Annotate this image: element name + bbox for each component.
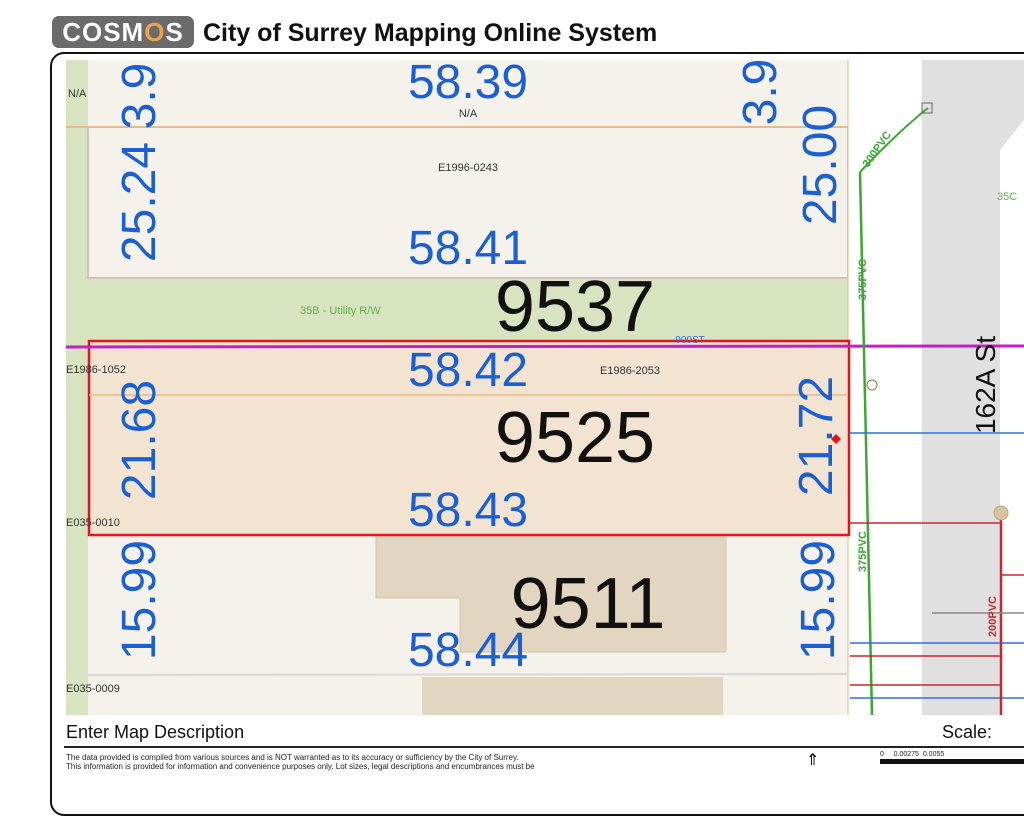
dim-58-43: 58.43 (408, 484, 528, 537)
dim-58-41: 58.41 (408, 222, 528, 275)
plan-e035-0009: E035-0009 (66, 683, 120, 695)
scale-tick: 0.0055 (922, 751, 945, 758)
label-na-left: N/A (68, 88, 87, 100)
dim-58-39: 58.39 (408, 60, 528, 109)
selected-parcel-9525[interactable] (87, 339, 851, 537)
disclaimer-line-1: The data provided is compiled from vario… (66, 753, 519, 762)
cosmos-logo: COSM O S (52, 16, 194, 48)
label-200pvc: 200PVC (987, 596, 999, 637)
hydrant-icon (866, 379, 878, 391)
dim-25-00: 25.00 (794, 105, 847, 225)
dim-58-44: 58.44 (408, 624, 528, 677)
dim-3-9-right: 3.9 (734, 60, 787, 125)
label-900st: 900ST (675, 335, 704, 346)
disclaimer-line-2: This information is provided for informa… (66, 762, 535, 771)
north-arrow-icon: ⇑ (806, 752, 820, 769)
dim-21-68: 21.68 (113, 380, 166, 500)
label-utility-row: 35B - Utility R/W (300, 305, 381, 317)
footer-divider (64, 746, 1024, 748)
dim-58-42: 58.42 (408, 344, 528, 397)
plan-e1986-1052: E1986-1052 (66, 364, 126, 376)
scale-tick: 0.00275 (893, 751, 919, 758)
map-description[interactable]: Enter Map Description (66, 722, 245, 742)
scale-tick: 0 (880, 751, 884, 758)
valve-icon (921, 102, 933, 114)
map-canvas[interactable]: 58.39 58.41 58.42 58.43 58.44 25.24 3.9 … (66, 60, 1024, 715)
label-375pvc-b: 375PVC (857, 531, 869, 572)
parcel-number-9511[interactable]: 9511 (511, 564, 666, 644)
water-main-375pvc[interactable] (858, 171, 874, 715)
dim-15-99-left: 15.99 (113, 540, 166, 660)
label-na-center: N/A (459, 108, 478, 120)
dim-3-9-left: 3.9 (113, 63, 166, 130)
building-9511 (375, 536, 727, 653)
dim-21-72: 21.72 (790, 376, 843, 496)
plan-e1986-2053: E1986-2053 (600, 365, 660, 377)
parcel-9537-lot[interactable] (87, 126, 849, 279)
parcel-number-9525[interactable]: 9525 (495, 398, 655, 478)
label-35c: 35C (997, 191, 1017, 203)
building-south (422, 677, 723, 715)
plan-e1996-0243: E1996-0243 (438, 162, 498, 174)
scale-bar: 0 0.00275 0.0055 (880, 751, 1024, 764)
left-green-strip (66, 60, 88, 715)
manhole-icon (993, 505, 1009, 521)
disclaimer: The data provided is compiled from vario… (66, 753, 666, 771)
page-title: City of Surrey Mapping Online System (203, 19, 658, 47)
plan-e035-0010: E035-0010 (66, 517, 120, 529)
street-name-162a-st: 162A St (970, 336, 1001, 434)
scale-bar-graphic (880, 759, 1024, 764)
label-375pvc-a: 375PVC (857, 259, 869, 300)
location-marker-icon[interactable] (831, 434, 841, 444)
dim-25-24: 25.24 (113, 142, 166, 262)
utility-row-area (88, 279, 848, 345)
scale-label: Scale: (942, 722, 993, 742)
parcel-number-9537[interactable]: 9537 (495, 267, 655, 347)
dim-15-99-right: 15.99 (792, 540, 845, 660)
